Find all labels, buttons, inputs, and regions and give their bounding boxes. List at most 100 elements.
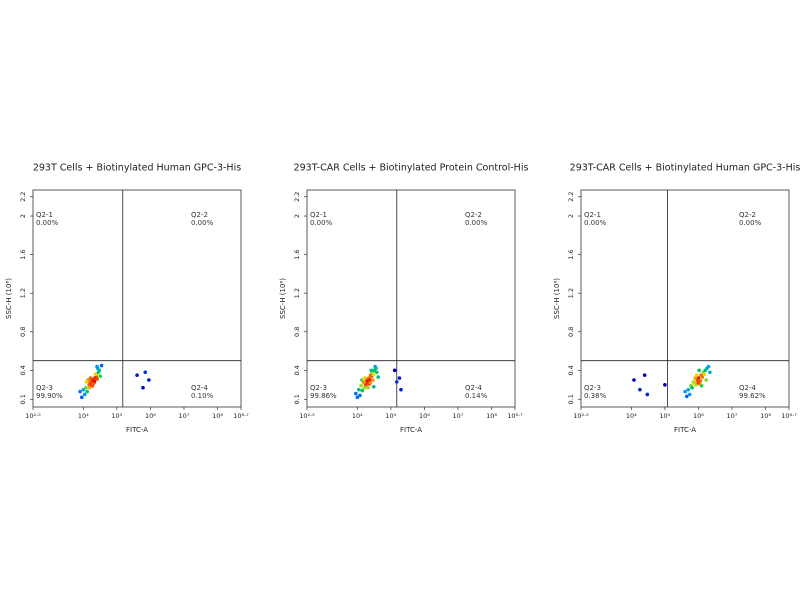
y-tick-label: 1.6 — [19, 249, 27, 259]
x-tick-label: 10⁸ — [760, 412, 771, 420]
x-tick-label: 10⁵ — [659, 412, 670, 420]
event-point — [87, 385, 92, 390]
y-tick-label: 1.6 — [293, 249, 301, 259]
quadrant-name: Q2-3 — [310, 384, 327, 392]
y-axis-label: SSC-H (10⁶) — [553, 278, 561, 319]
event-point — [363, 376, 367, 380]
event-point — [147, 378, 151, 382]
quadrant-percent: 0.00% — [191, 219, 214, 227]
event-point — [397, 376, 402, 380]
event-point — [84, 380, 89, 384]
y-tick-label: 0.4 — [293, 365, 301, 375]
event-point — [135, 373, 139, 377]
x-tick-label: 10⁷ — [179, 412, 190, 420]
plot-frame — [580, 189, 790, 408]
chart-title: 293T-CAR Cells + Biotinylated Protein Co… — [294, 163, 529, 174]
chart-title: 293T Cells + Biotinylated Human GPC-3-Hi… — [33, 163, 241, 174]
event-point — [98, 374, 103, 378]
event-point — [353, 391, 358, 396]
quadrant-percent: 0.00% — [584, 219, 607, 227]
event-point — [85, 389, 89, 394]
quadrant-percent: 0.10% — [191, 392, 214, 400]
x-tick-label: 10⁸ — [212, 412, 223, 420]
quadrant-percent: 0.38% — [584, 392, 607, 400]
event-point — [691, 380, 696, 384]
quadrant-percent: 0.00% — [310, 219, 333, 227]
y-tick-label: 2.2 — [567, 192, 575, 202]
event-point — [93, 377, 97, 381]
event-point — [373, 364, 377, 369]
event-point — [684, 394, 689, 399]
y-tick-label: 1.6 — [567, 249, 575, 259]
event-point — [632, 378, 636, 382]
x-tick-label: 10²·⁵ — [573, 412, 589, 420]
event-point — [693, 376, 697, 380]
y-tick-label: 0.8 — [293, 327, 301, 337]
event-point — [78, 389, 82, 394]
quadrant-name: Q2-4 — [739, 384, 756, 392]
event-point — [143, 370, 148, 375]
event-point — [708, 370, 712, 375]
event-point — [91, 382, 95, 386]
quadrant-percent: 0.00% — [36, 219, 59, 227]
event-point — [368, 381, 373, 385]
y-tick-label: 2 — [293, 214, 301, 218]
y-tick-label: 0.4 — [19, 365, 27, 375]
quadrant-name: Q2-2 — [739, 211, 756, 219]
x-axis-label: FITC-A — [400, 426, 422, 434]
x-tick-label: 10⁶ — [419, 412, 430, 420]
quadrant-percent: 0.14% — [465, 392, 488, 400]
quadrant-name: Q2-4 — [191, 384, 208, 392]
event-point — [399, 387, 403, 392]
event-point — [99, 363, 104, 368]
event-point — [82, 392, 87, 397]
event-point — [365, 379, 370, 383]
quadrant-percent: 0.00% — [465, 219, 488, 227]
quadrant-percent: 0.00% — [739, 219, 762, 227]
event-point — [690, 385, 694, 390]
event-point — [355, 395, 360, 400]
event-point — [697, 368, 701, 373]
event-point — [392, 368, 397, 373]
event-point — [699, 383, 704, 388]
event-point — [371, 372, 376, 377]
quadrant-percent: 99.62% — [739, 392, 766, 400]
quadrant-name: Q2-1 — [36, 211, 53, 219]
event-point — [358, 393, 362, 398]
plot-frame — [306, 189, 516, 408]
event-point — [394, 380, 399, 384]
event-point — [706, 364, 711, 369]
event-point — [372, 384, 376, 389]
y-tick-label: 1.2 — [19, 288, 27, 298]
quadrant-name: Q2-1 — [584, 211, 601, 219]
event-point — [700, 375, 705, 379]
event-point — [364, 383, 368, 387]
x-tick-label: 10⁸·⁷ — [507, 412, 523, 420]
quadrant-percent: 99.90% — [36, 392, 63, 400]
x-axis-label: FITC-A — [674, 426, 696, 434]
quadrant-name: Q2-2 — [191, 211, 208, 219]
y-tick-label: 0.1 — [567, 394, 575, 404]
event-point — [362, 385, 367, 390]
event-point — [374, 370, 379, 375]
x-tick-label: 10⁵ — [111, 412, 122, 420]
y-tick-label: 2.2 — [293, 192, 301, 202]
event-point — [84, 385, 88, 390]
y-tick-label: 0.4 — [567, 365, 575, 375]
event-point — [79, 395, 84, 400]
event-point — [663, 383, 667, 387]
event-point — [81, 387, 86, 392]
event-point — [88, 376, 93, 380]
x-tick-label: 10⁵ — [385, 412, 396, 420]
y-tick-label: 2.2 — [19, 192, 27, 202]
event-point — [694, 373, 699, 377]
event-point — [360, 388, 365, 393]
quadrant-name: Q2-4 — [465, 384, 482, 392]
event-point — [376, 375, 381, 379]
event-point — [683, 389, 687, 394]
event-point — [642, 373, 647, 377]
x-tick-label: 10⁸ — [486, 412, 497, 420]
event-point — [95, 364, 99, 369]
chart-title: 293T-CAR Cells + Biotinylated Human GPC-… — [570, 163, 800, 174]
